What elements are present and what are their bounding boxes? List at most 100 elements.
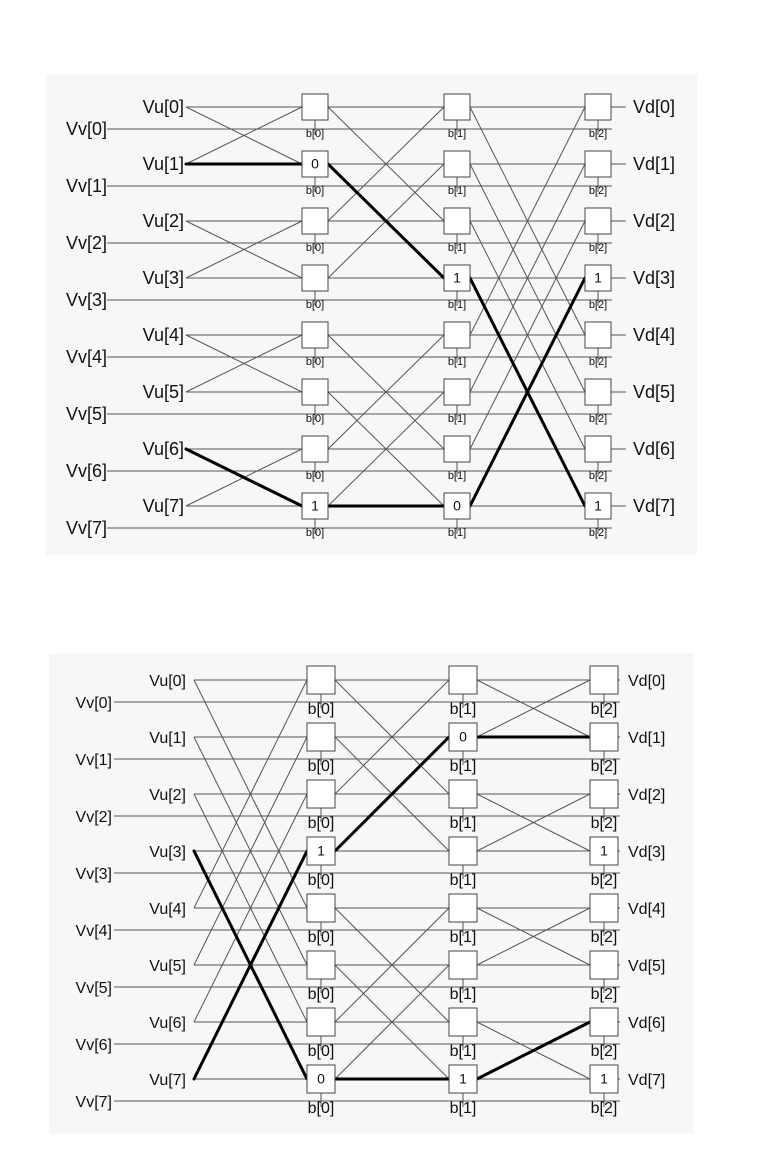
switch-state: 0 bbox=[317, 1071, 325, 1087]
switch-box bbox=[301, 435, 329, 463]
vv-label: Vv[3] bbox=[66, 290, 107, 310]
stage-bit-label: b[0] bbox=[308, 701, 335, 718]
wire-cross bbox=[185, 334, 303, 393]
vu-label: Vu[0] bbox=[149, 673, 186, 690]
stage-bit-label: b[1] bbox=[448, 299, 466, 311]
vu-label: Vu[7] bbox=[149, 1072, 186, 1089]
switch-box bbox=[301, 492, 329, 520]
switch-box bbox=[443, 492, 471, 520]
vu-label: Vu[2] bbox=[143, 211, 184, 231]
switch-box bbox=[306, 779, 336, 809]
switch-box bbox=[443, 207, 471, 235]
switch-box bbox=[443, 93, 471, 121]
switch-state: 0 bbox=[459, 729, 467, 745]
stage-bit-label: b[0] bbox=[308, 1043, 335, 1060]
stage-bit-label: b[1] bbox=[448, 242, 466, 254]
vv-label: Vv[1] bbox=[76, 752, 112, 769]
wire-cross bbox=[193, 793, 308, 1023]
stage-bit-label: b[2] bbox=[591, 1043, 618, 1060]
vu-label: Vu[3] bbox=[143, 268, 184, 288]
vv-label: Vv[5] bbox=[66, 404, 107, 424]
vd-label: Vd[7] bbox=[633, 496, 675, 516]
switch-box bbox=[306, 665, 336, 695]
vv-label: Vv[3] bbox=[76, 866, 112, 883]
switch-box bbox=[443, 435, 471, 463]
stage-bit-label: b[1] bbox=[448, 185, 466, 197]
switch-box bbox=[448, 665, 478, 695]
switch-state: 0 bbox=[311, 156, 319, 172]
stage-bit-label: b[2] bbox=[589, 299, 607, 311]
stage-bit-label: b[2] bbox=[589, 527, 607, 539]
stage-bit-label: b[2] bbox=[589, 185, 607, 197]
switch-box bbox=[589, 665, 619, 695]
vv-label: Vv[7] bbox=[66, 518, 107, 538]
vv-label: Vv[5] bbox=[76, 980, 112, 997]
wire-cross bbox=[327, 106, 445, 222]
switch-box bbox=[306, 722, 336, 752]
vd-label: Vd[4] bbox=[628, 901, 665, 918]
stage-bit-label: b[1] bbox=[448, 470, 466, 482]
stage-bit-label: b[0] bbox=[306, 356, 324, 368]
switch-box bbox=[301, 150, 329, 178]
stage-bit-label: b[2] bbox=[589, 356, 607, 368]
stage-bit-label: b[0] bbox=[308, 758, 335, 775]
vd-label: Vd[1] bbox=[628, 730, 665, 747]
stage-bit-label: b[0] bbox=[306, 470, 324, 482]
stage-bit-label: b[2] bbox=[591, 872, 618, 889]
switch-box bbox=[301, 264, 329, 292]
stage-bit-label: b[2] bbox=[589, 242, 607, 254]
stage-bit-label: b[2] bbox=[591, 986, 618, 1003]
stage-bit-label: b[0] bbox=[306, 242, 324, 254]
vd-label: Vd[2] bbox=[633, 211, 675, 231]
switch-box bbox=[301, 321, 329, 349]
vv-label: Vv[0] bbox=[76, 695, 112, 712]
switch-box bbox=[301, 207, 329, 235]
switch-box bbox=[448, 1064, 478, 1094]
vv-label: Vv[2] bbox=[66, 233, 107, 253]
switch-box bbox=[306, 1007, 336, 1037]
switch-state: 1 bbox=[600, 843, 608, 859]
vu-label: Vu[0] bbox=[143, 97, 184, 117]
vd-label: Vd[0] bbox=[628, 673, 665, 690]
wire-cross bbox=[469, 220, 586, 450]
stage-bit-label: b[0] bbox=[308, 1100, 335, 1117]
stage-bit-label: b[1] bbox=[448, 128, 466, 140]
vu-label: Vu[4] bbox=[143, 325, 184, 345]
switch-box bbox=[443, 378, 471, 406]
vv-label: Vv[7] bbox=[76, 1094, 112, 1111]
stage-bit-label: b[1] bbox=[448, 356, 466, 368]
vu-label: Vu[1] bbox=[143, 154, 184, 174]
switch-state: 1 bbox=[311, 498, 319, 514]
switch-box bbox=[589, 950, 619, 980]
vu-label: Vu[3] bbox=[149, 844, 186, 861]
switch-box bbox=[584, 435, 612, 463]
vd-label: Vd[6] bbox=[633, 439, 675, 459]
vu-label: Vu[7] bbox=[143, 496, 184, 516]
switch-box bbox=[584, 150, 612, 178]
diagram-background bbox=[49, 653, 694, 1134]
vd-label: Vd[3] bbox=[628, 844, 665, 861]
switch-state: 1 bbox=[594, 498, 602, 514]
wire-cross bbox=[327, 334, 445, 450]
stage-bit-label: b[2] bbox=[591, 815, 618, 832]
stage-bit-label: b[0] bbox=[306, 185, 324, 197]
stage-bit-label: b[1] bbox=[450, 815, 477, 832]
stage-bit-label: b[1] bbox=[450, 758, 477, 775]
wire-cross bbox=[334, 964, 450, 1080]
switch-box bbox=[448, 836, 478, 866]
vd-label: Vd[0] bbox=[633, 97, 675, 117]
switch-box bbox=[443, 264, 471, 292]
stage-bit-label: b[2] bbox=[589, 128, 607, 140]
stage-bit-label: b[1] bbox=[450, 986, 477, 1003]
switch-box bbox=[589, 722, 619, 752]
switch-box bbox=[584, 264, 612, 292]
switch-box bbox=[306, 1064, 336, 1094]
switch-state: 1 bbox=[600, 1071, 608, 1087]
vv-label: Vv[4] bbox=[76, 923, 112, 940]
switch-box bbox=[448, 1007, 478, 1037]
switch-state: 1 bbox=[459, 1071, 467, 1087]
vu-label: Vu[1] bbox=[149, 730, 186, 747]
stage-bit-label: b[1] bbox=[450, 872, 477, 889]
switch-box bbox=[584, 492, 612, 520]
vu-label: Vu[6] bbox=[143, 439, 184, 459]
